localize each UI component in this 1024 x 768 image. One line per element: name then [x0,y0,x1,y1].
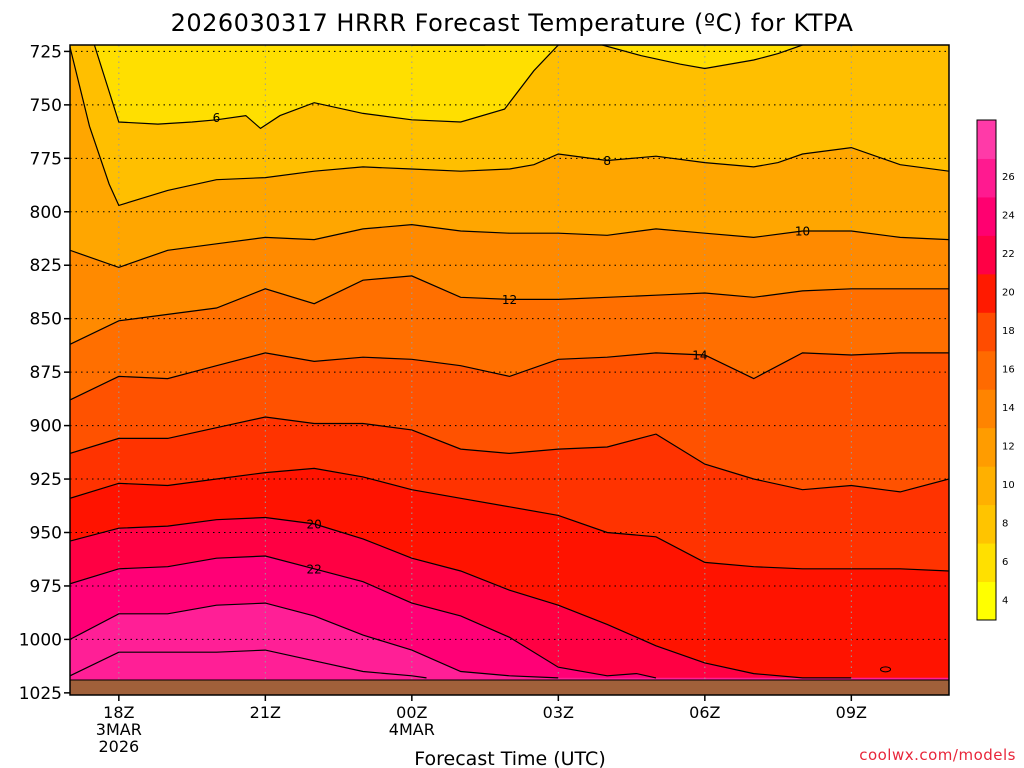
colorbar-segment [977,312,996,352]
colorbar-segment [977,466,996,506]
plot-area [70,45,949,695]
y-tick-label: 900 [30,417,62,437]
y-tick-label: 1025 [19,684,62,704]
contour-label-text: 8 [603,154,611,168]
y-axis: 725 750 775 800 825 850 875 900 925 950 975 1000 102… [19,42,70,704]
y-tick-label: 925 [30,470,62,490]
contour-line-16 [70,416,949,493]
contour-label-text: 20 [307,517,322,531]
contour-line-8 [70,46,949,207]
contour-label-20: 20 [307,517,322,531]
x-tick-label: 00Z [396,703,427,722]
chart-title: 2026030317 HRRR Forecast Temperature (ºC… [171,9,854,37]
contour-line-20 [70,516,852,679]
contour-label-8: 8 [603,154,611,168]
credit-text: coolwx.com/models [859,746,1016,764]
y-tick-label: 850 [30,310,62,330]
colorbar-tick-label: 18 [1002,326,1015,337]
contour-label-text: 12 [502,293,517,307]
plot-frame [69,44,950,696]
colorbar-tick-label: 20 [1002,288,1015,299]
contour-label-10: 10 [795,225,810,239]
ground [70,679,949,695]
contour-line-26 [70,649,427,679]
colorbar-segment [977,504,996,544]
contour-label-text: 6 [213,111,221,125]
colorbar-segment [977,427,996,467]
contour-lines [70,45,949,679]
contour-label-14: 14 [692,349,707,363]
y-tick-label: 950 [30,524,62,544]
contour-line-6 [602,45,803,70]
contour-small-loop [880,666,892,673]
colorbar-tick-label: 6 [1002,557,1008,568]
x-axis-label: Forecast Time (UTC) [414,748,605,768]
colorbar-tick-label: 10 [1002,480,1015,491]
y-tick-label: 800 [30,203,62,223]
colorbar-segment [977,158,996,198]
colorbar-tick-label: 14 [1002,403,1015,414]
x-tick-label: 06Z [689,703,720,722]
x-tick-label: 03Z [543,703,574,722]
colorbar-tick-label: 24 [1002,211,1015,222]
contour-line-24 [70,602,559,679]
colorbar-segment [977,581,996,621]
x-tick-label: 3MAR [96,720,142,739]
temperature-fills [70,45,949,695]
colorbar: 4 6 8 10 12 14 16 18 20 22 24 26 [976,119,1015,621]
colorbar-segment [977,196,996,236]
y-tick-label: 1000 [19,630,62,650]
y-tick-label: 750 [30,96,62,116]
colorbar-frame [976,119,997,621]
colorbar-segment [977,389,996,429]
contour-labels: 6 8 10 12 14 20 22 [213,111,810,576]
contour-label-12: 12 [502,293,517,307]
contour-label-6: 6 [213,111,221,125]
x-tick-label: 21Z [250,703,281,722]
colorbar-tick-label: 8 [1002,518,1008,529]
x-tick-label: 4MAR [389,720,435,739]
y-tick-label: 825 [30,256,62,276]
contour-label-text: 14 [692,349,707,363]
y-tick-label: 875 [30,363,62,383]
contour-label-text: 10 [795,225,810,239]
y-tick-label: 725 [30,42,62,62]
ground-fill [70,680,949,695]
contour-line-12 [70,275,949,345]
contour-line-14 [70,352,949,401]
contour-line-6 [93,45,559,130]
colorbar-segment [977,235,996,275]
colorbar-tick-label: 26 [1002,172,1015,183]
x-tick-label: 09Z [836,703,867,722]
colorbar-segment [977,350,996,390]
colorbar-tick-label: 4 [1002,595,1008,606]
contour-line-10 [70,223,949,269]
cold-pocket-6 [602,45,803,69]
colorbar-tick-label: 12 [1002,441,1015,452]
contour-label-22: 22 [307,562,322,576]
contour-label-text: 22 [307,562,322,576]
colorbar-segment [977,273,996,313]
contour-line-22 [70,555,657,679]
x-tick-label: 18Z [103,703,134,722]
y-tick-label: 975 [30,577,62,597]
cold-pocket-6 [94,45,559,129]
colorbar-tick-label: 22 [1002,249,1015,260]
colorbar-segment [977,120,996,159]
colorbar-segment [977,543,996,583]
contour-line-18 [70,467,949,572]
colorbar-tick-label: 16 [1002,365,1015,376]
y-tick-label: 775 [30,149,62,169]
x-tick-label: 2026 [98,737,139,756]
